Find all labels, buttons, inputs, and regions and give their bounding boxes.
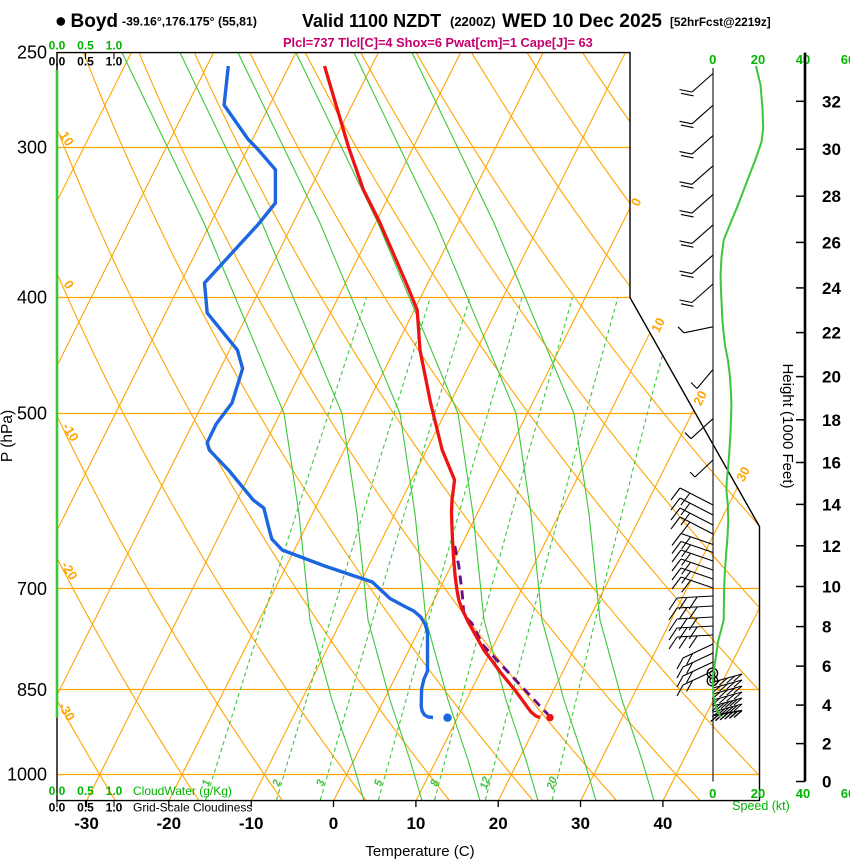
svg-text:-20: -20 — [157, 814, 182, 833]
svg-text:0: 0 — [709, 52, 716, 67]
svg-text:850: 850 — [17, 680, 47, 700]
svg-text:20: 20 — [822, 368, 841, 387]
svg-text:10: 10 — [648, 315, 668, 335]
svg-text:Valid 1100 NZDT: Valid 1100 NZDT — [302, 11, 441, 31]
svg-text:12: 12 — [822, 537, 841, 556]
svg-text:250: 250 — [17, 43, 47, 63]
svg-text:20: 20 — [751, 52, 765, 67]
svg-text:0.0: 0.0 — [49, 800, 66, 814]
svg-text:0: 0 — [709, 786, 716, 801]
svg-text:8: 8 — [428, 777, 442, 787]
svg-text:0.5: 0.5 — [77, 800, 94, 814]
svg-text:8: 8 — [822, 618, 831, 637]
svg-text:0.5: 0.5 — [77, 55, 94, 69]
svg-text:40: 40 — [796, 52, 810, 67]
svg-text:400: 400 — [17, 287, 47, 307]
svg-text:32: 32 — [822, 92, 841, 111]
svg-text:0.0: 0.0 — [49, 38, 66, 52]
svg-text:10: 10 — [822, 578, 841, 597]
svg-text:[52hrFcst@2219z]: [52hrFcst@2219z] — [670, 15, 771, 29]
svg-text:16: 16 — [822, 454, 841, 473]
svg-text:22: 22 — [822, 324, 841, 343]
svg-text:18: 18 — [822, 411, 841, 430]
svg-text:Grid-Scale Cloudiness: Grid-Scale Cloudiness — [133, 800, 252, 814]
svg-text:WED 10 Dec 2025: WED 10 Dec 2025 — [502, 11, 662, 32]
svg-text:1.0: 1.0 — [106, 784, 123, 798]
svg-text:40: 40 — [653, 814, 672, 833]
svg-text:40: 40 — [796, 786, 810, 801]
svg-text:60: 60 — [841, 52, 850, 67]
svg-text:1000: 1000 — [7, 765, 47, 785]
svg-text:0.0: 0.0 — [49, 55, 66, 69]
svg-text:24: 24 — [822, 279, 841, 298]
svg-text:20: 20 — [544, 775, 560, 792]
svg-text:5: 5 — [372, 777, 386, 787]
svg-text:60: 60 — [841, 786, 850, 801]
svg-text:4: 4 — [822, 696, 832, 715]
svg-text:CloudWater (g/Kg): CloudWater (g/Kg) — [133, 784, 232, 798]
svg-text:28: 28 — [822, 187, 841, 206]
svg-text:20: 20 — [690, 388, 710, 408]
svg-text:30: 30 — [571, 814, 590, 833]
svg-text:30: 30 — [822, 140, 841, 159]
svg-text:500: 500 — [17, 404, 47, 424]
svg-text:0: 0 — [822, 773, 831, 792]
svg-text:1.0: 1.0 — [106, 800, 123, 814]
svg-text:Boyd: Boyd — [71, 11, 119, 32]
svg-text:10: 10 — [57, 129, 77, 149]
svg-text:(2200Z): (2200Z) — [450, 14, 496, 29]
svg-text:14: 14 — [822, 495, 841, 514]
svg-text:3: 3 — [314, 778, 327, 788]
svg-text:1.0: 1.0 — [106, 38, 123, 52]
svg-text:6: 6 — [822, 657, 831, 676]
svg-text:Plcl=737 Tlcl[C]=4 Shox=6 Pwat: Plcl=737 Tlcl[C]=4 Shox=6 Pwat[cm]=1 Cap… — [283, 35, 593, 50]
svg-text:20: 20 — [751, 786, 765, 801]
svg-text:30: 30 — [733, 464, 753, 484]
svg-text:Height (1000 Feet): Height (1000 Feet) — [779, 363, 796, 488]
svg-text:0.0: 0.0 — [49, 784, 66, 798]
svg-text:2: 2 — [270, 778, 284, 788]
svg-text:0.5: 0.5 — [77, 38, 94, 52]
svg-text:2: 2 — [822, 735, 831, 754]
svg-text:1.0: 1.0 — [106, 55, 123, 69]
svg-text:-30: -30 — [74, 814, 99, 833]
svg-text:Speed (kt): Speed (kt) — [732, 799, 790, 813]
svg-text:Temperature (C): Temperature (C) — [365, 843, 474, 860]
svg-text:0.5: 0.5 — [77, 784, 94, 798]
svg-text:P (hPa): P (hPa) — [0, 410, 16, 462]
svg-text:12: 12 — [478, 775, 493, 790]
svg-text:-39.16°,176.175° (55,81): -39.16°,176.175° (55,81) — [122, 14, 257, 28]
svg-text:1: 1 — [200, 778, 213, 788]
svg-text:700: 700 — [17, 579, 47, 599]
svg-text:-10: -10 — [239, 814, 264, 833]
svg-text:0: 0 — [329, 814, 338, 833]
svg-text:300: 300 — [17, 138, 47, 158]
svg-text:26: 26 — [822, 233, 841, 252]
svg-text:10: 10 — [406, 814, 425, 833]
svg-text:20: 20 — [489, 814, 508, 833]
